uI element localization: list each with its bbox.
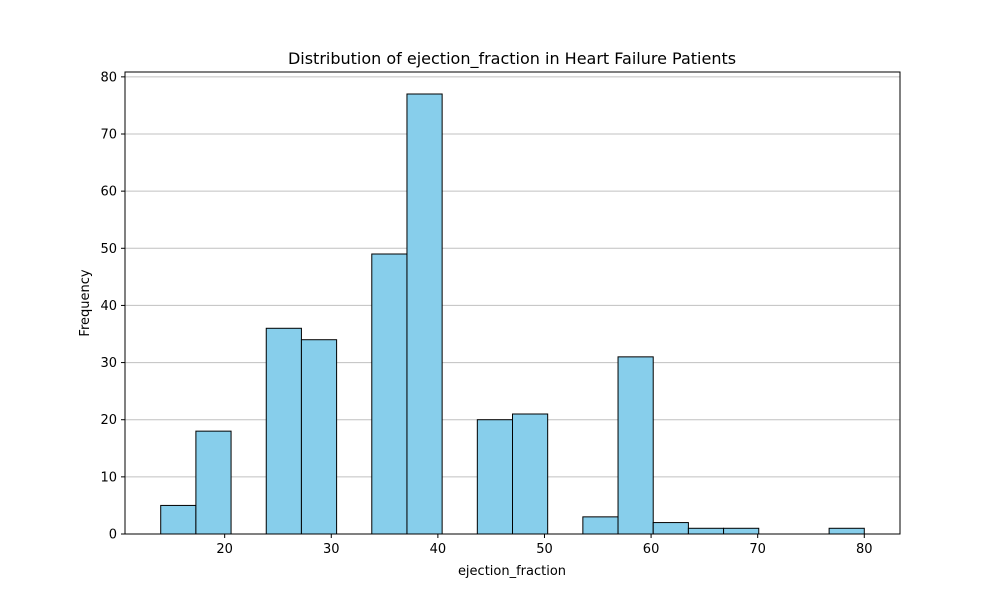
histogram-bar — [195, 430, 232, 535]
y-tick-label: 10 — [100, 470, 117, 485]
histogram-bar — [160, 504, 197, 535]
y-tick-label: 30 — [100, 356, 117, 371]
bars — [160, 93, 865, 535]
histogram-bar — [512, 413, 549, 535]
histogram-bar — [300, 339, 338, 535]
y-tick-label: 0 — [109, 528, 117, 543]
chart-title: Distribution of ejection_fraction in Hea… — [288, 49, 736, 69]
x-tick-label: 40 — [430, 542, 447, 557]
x-tick-label: 70 — [749, 542, 766, 557]
histogram-bar — [723, 527, 760, 535]
y-axis-label: Frequency — [78, 269, 93, 336]
histogram-bar — [371, 253, 408, 535]
y-tick-label: 50 — [100, 242, 117, 257]
x-tick-label: 20 — [216, 542, 233, 557]
x-axis-ticks: 20 30 40 50 60 70 80 — [216, 534, 873, 557]
y-tick-label: 60 — [100, 185, 117, 200]
histogram-bar — [406, 93, 443, 535]
y-tick-label: 40 — [100, 299, 117, 314]
histogram-bar — [265, 327, 302, 535]
y-tick-label: 70 — [100, 128, 117, 143]
x-tick-label: 50 — [536, 542, 553, 557]
histogram-bar — [652, 522, 689, 535]
x-axis-label: ejection_fraction — [458, 564, 566, 579]
y-tick-label: 20 — [100, 413, 117, 428]
histogram-bar — [687, 527, 725, 535]
plot-frame — [124, 71, 901, 535]
histogram-bar — [617, 356, 654, 535]
histogram-bar — [582, 516, 619, 535]
x-tick-label: 60 — [643, 542, 660, 557]
histogram-bar — [828, 527, 865, 535]
y-tick-label: 80 — [100, 70, 117, 85]
grid-lines — [125, 76, 900, 478]
x-tick-label: 80 — [856, 542, 873, 557]
y-axis-ticks: 0 10 20 30 40 50 60 70 80 — [100, 70, 125, 543]
x-tick-label: 30 — [323, 542, 340, 557]
histogram-bar — [476, 419, 514, 535]
